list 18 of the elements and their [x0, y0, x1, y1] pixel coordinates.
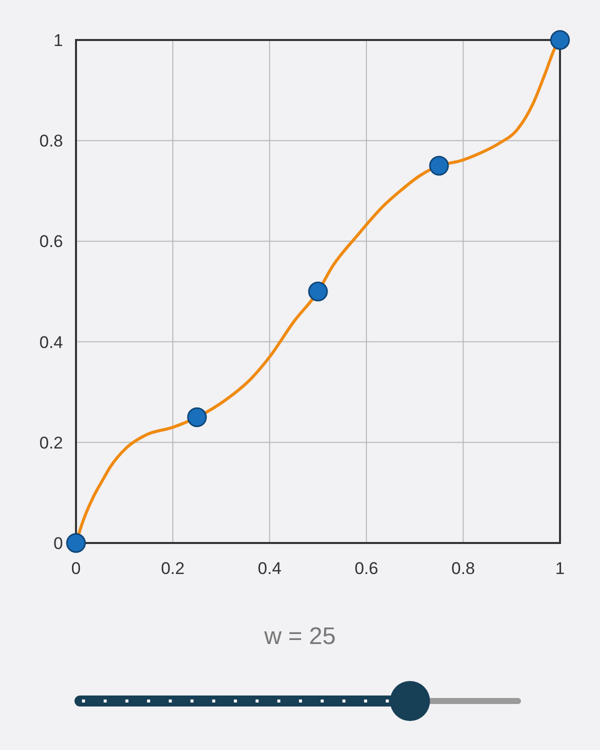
x-tick-label: 1 — [555, 559, 565, 578]
y-tick-label: 0.8 — [39, 132, 63, 151]
y-tick-label: 0.2 — [39, 433, 63, 452]
point — [187, 407, 207, 428]
point — [429, 156, 449, 176]
y-tick-label: 0 — [54, 534, 63, 553]
x-tick-label: 0 — [71, 559, 81, 578]
x-tick-label: 0.2 — [160, 559, 185, 578]
point — [550, 30, 570, 50]
x-tick-label: 0.4 — [258, 559, 282, 578]
x-tick-label: 0.8 — [451, 559, 476, 578]
y-tick-label: 0.6 — [39, 232, 63, 252]
y-tick-label: 1 — [54, 31, 63, 50]
point — [66, 533, 86, 553]
point — [308, 282, 328, 302]
text: w = 25 — [263, 623, 336, 650]
y-tick-label: 0.4 — [39, 332, 63, 352]
x-tick-label: 0.6 — [354, 559, 378, 578]
